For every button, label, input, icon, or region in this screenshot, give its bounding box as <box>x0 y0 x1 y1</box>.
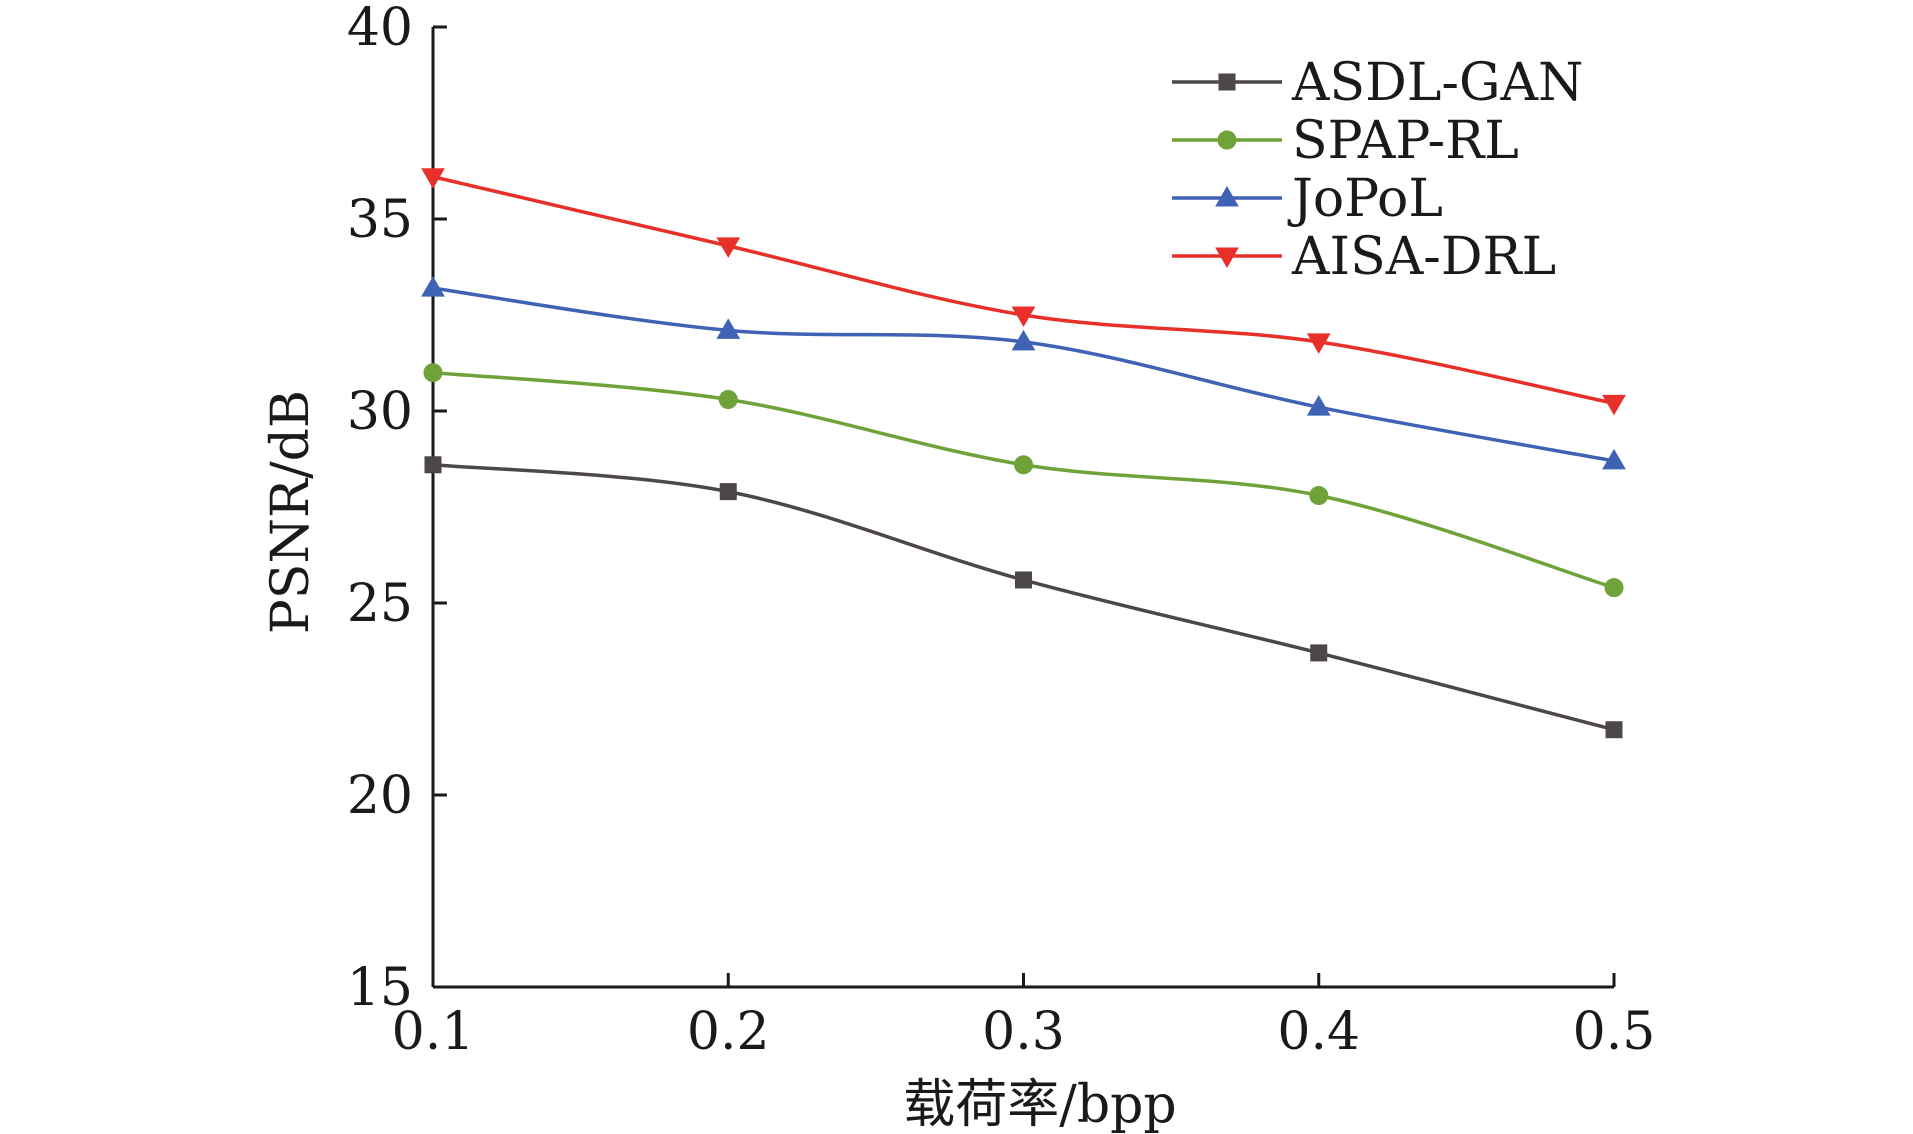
data-point <box>1015 571 1032 589</box>
series-jopol <box>421 276 1626 470</box>
data-point <box>1011 329 1036 351</box>
x-tick-label: 0.2 <box>687 1002 770 1062</box>
y-tick-label: 25 <box>347 574 413 634</box>
x-tick-label: 0.5 <box>1573 1002 1656 1062</box>
y-tick-label: 35 <box>347 190 413 250</box>
data-point <box>423 363 443 383</box>
legend-label: ASDL-GAN <box>1291 53 1584 113</box>
y-ticks: 15 20 25 30 35 40 <box>347 0 447 1018</box>
data-point <box>718 389 738 409</box>
series-aisa-drl <box>421 168 1626 416</box>
series-spap-rl <box>423 363 1624 598</box>
data-point <box>1605 721 1623 739</box>
x-tick-label: 0.1 <box>392 1002 475 1062</box>
series-layer <box>421 168 1626 739</box>
legend-item: SPAP-RL <box>1172 111 1519 171</box>
legend-label: AISA-DRL <box>1291 227 1556 287</box>
data-point <box>1306 395 1331 416</box>
data-point <box>1310 644 1328 662</box>
legend-marker <box>1215 247 1239 268</box>
series-asdl-gan <box>424 456 1623 739</box>
data-point <box>1604 578 1624 598</box>
data-point <box>1011 306 1036 327</box>
legend-item: JoPoL <box>1172 169 1443 229</box>
data-point <box>1014 455 1033 475</box>
data-point <box>1309 485 1329 505</box>
legend-item: ASDL-GAN <box>1172 53 1584 113</box>
legend-marker <box>1215 186 1239 207</box>
x-tick-label: 0.4 <box>1277 1002 1360 1062</box>
legend-item: AISA-DRL <box>1172 227 1556 287</box>
data-point <box>716 318 741 339</box>
x-axis-title: 载荷率/bpp <box>903 1075 1176 1134</box>
legend-marker <box>1217 130 1237 150</box>
data-point <box>1602 394 1626 416</box>
x-ticks: 0.1 0.2 0.3 0.4 0.5 <box>392 973 1656 1062</box>
y-tick-label: 30 <box>347 382 413 442</box>
data-point <box>421 168 445 189</box>
series-line <box>432 463 1615 732</box>
x-tick-label: 0.3 <box>982 1002 1065 1062</box>
legend-marker <box>1218 73 1236 91</box>
y-tick-label: 40 <box>347 0 413 58</box>
data-point <box>1602 448 1626 470</box>
series-line <box>432 370 1615 590</box>
y-tick-label: 15 <box>347 958 413 1018</box>
legend-label: SPAP-RL <box>1292 111 1519 171</box>
legend-label: JoPoL <box>1287 169 1443 229</box>
data-point <box>424 456 442 474</box>
data-point <box>716 237 741 258</box>
y-axis-title: PSNR/dB <box>261 390 321 634</box>
data-point <box>719 483 737 501</box>
y-tick-label: 20 <box>347 766 413 826</box>
data-point <box>421 276 445 297</box>
data-point <box>1306 333 1331 354</box>
